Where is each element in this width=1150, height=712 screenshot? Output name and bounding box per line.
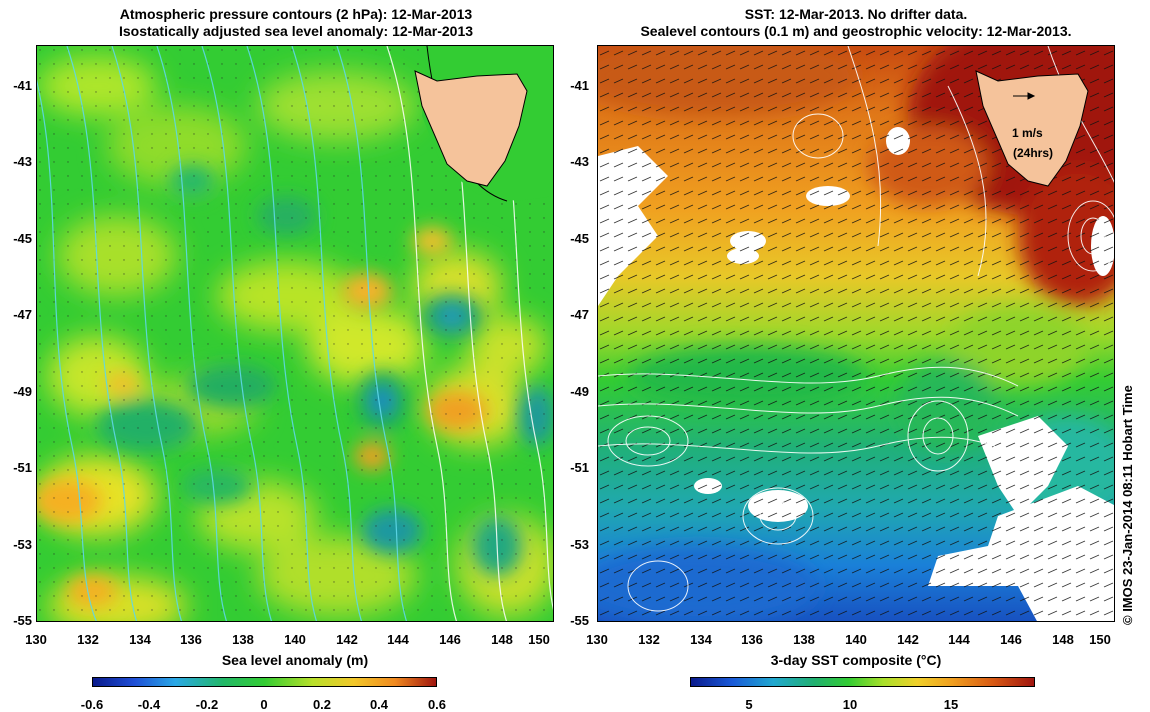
left-x-tick: 146 — [439, 632, 461, 647]
right-x-tick: 138 — [793, 632, 815, 647]
left-x-tick: 132 — [77, 632, 99, 647]
sea-level-anomaly-field — [37, 46, 553, 621]
velocity-key-label: 1 m/s — [1012, 126, 1043, 140]
left-y-tick: -55 — [13, 613, 32, 628]
right-x-tick: 134 — [690, 632, 712, 647]
right-x-tick: 144 — [948, 632, 970, 647]
right-x-tick: 136 — [741, 632, 763, 647]
sea-level-anomaly-map — [36, 45, 554, 622]
right-y-tick: -55 — [570, 613, 589, 628]
velocity-key-time: (24hrs) — [1013, 146, 1054, 160]
left-colorbar-label: Sea level anomaly (m) — [221, 652, 369, 668]
left-colorbar-tick: -0.6 — [80, 697, 104, 712]
right-x-tick: 146 — [1000, 632, 1022, 647]
right-y-tick: -43 — [570, 154, 589, 169]
left-title-line1: Atmospheric pressure contours (2 hPa): 1… — [119, 6, 473, 22]
tasmania-landmass — [414, 70, 528, 187]
left-x-tick: 142 — [336, 632, 358, 647]
sst-map — [597, 45, 1115, 622]
left-colorbar-tick: -0.2 — [195, 697, 219, 712]
right-y-tick: -47 — [570, 307, 589, 322]
left-x-tick: 148 — [491, 632, 513, 647]
left-colorbar-tick: 0.4 — [369, 697, 389, 712]
right-x-tick: 150 — [1089, 632, 1111, 647]
right-x-tick: 130 — [586, 632, 608, 647]
right-colorbar-tick: 5 — [745, 697, 753, 712]
right-x-tick: 132 — [638, 632, 660, 647]
left-x-tick: 144 — [387, 632, 409, 647]
right-colorbar-tick: 10 — [842, 697, 858, 712]
right-y-tick: -49 — [570, 384, 589, 399]
right-x-tick: 142 — [897, 632, 919, 647]
sst-field — [598, 46, 1114, 621]
tasmania-landmass — [975, 70, 1089, 187]
left-y-tick: -41 — [13, 78, 32, 93]
left-x-tick: 130 — [25, 632, 47, 647]
left-x-tick: 134 — [129, 632, 151, 647]
sea-level-colorbar — [92, 677, 437, 687]
left-y-tick: -51 — [13, 460, 32, 475]
right-x-tick: 140 — [845, 632, 867, 647]
right-title-line2: Sealevel contours (0.1 m) and geostrophi… — [640, 23, 1072, 39]
left-y-tick: -43 — [13, 154, 32, 169]
left-title-line2: Isostatically adjusted sea level anomaly… — [118, 23, 474, 39]
right-title-line1: SST: 12-Mar-2013. No drifter data. — [744, 6, 968, 22]
right-colorbar-tick: 15 — [943, 697, 959, 712]
left-y-tick: -53 — [13, 537, 32, 552]
velocity-key-icon — [1013, 92, 1036, 100]
left-x-tick: 150 — [528, 632, 550, 647]
right-x-tick: 148 — [1052, 632, 1074, 647]
left-colorbar-tick: -0.4 — [137, 697, 161, 712]
left-x-tick: 140 — [284, 632, 306, 647]
imos-credit: © IMOS 23-Jan-2014 08:11 Hobart Time — [1120, 385, 1135, 625]
left-colorbar-tick: 0 — [260, 697, 268, 712]
right-colorbar-label: 3-day SST composite (°C) — [770, 652, 942, 668]
left-colorbar-tick: 0.6 — [427, 697, 447, 712]
left-colorbar-tick: 0.2 — [312, 697, 332, 712]
right-y-tick: -51 — [570, 460, 589, 475]
right-y-tick: -45 — [570, 231, 589, 246]
left-y-tick: -47 — [13, 307, 32, 322]
left-y-tick: -45 — [13, 231, 32, 246]
sst-colorbar — [690, 677, 1035, 687]
right-y-tick: -41 — [570, 78, 589, 93]
right-y-tick: -53 — [570, 537, 589, 552]
left-x-tick: 138 — [232, 632, 254, 647]
left-x-tick: 136 — [180, 632, 202, 647]
left-y-tick: -49 — [13, 384, 32, 399]
